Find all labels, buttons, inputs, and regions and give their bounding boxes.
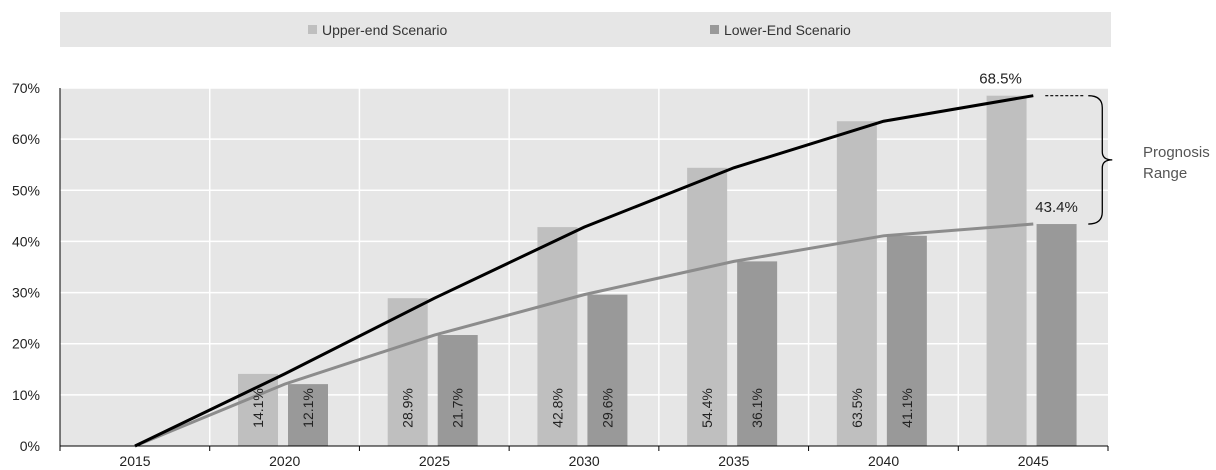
bar-label-upper-end: 42.8%: [549, 388, 565, 428]
y-tick-label: 60%: [12, 131, 40, 147]
line-lower-end: [134, 222, 1034, 448]
bar-upper-end: [986, 95, 1027, 447]
bar-label-upper-end: 14.1%: [250, 388, 266, 428]
x-tick-label: 2025: [419, 453, 450, 469]
bar-label-lower-end: 36.1%: [749, 388, 765, 428]
x-tick-label: 2035: [718, 453, 749, 469]
line-upper-end: [134, 94, 1034, 448]
y-tick-label: 10%: [12, 387, 40, 403]
y-tick-label: 50%: [12, 182, 40, 198]
bar-lower-end: [288, 384, 328, 446]
x-tick-label: 2030: [569, 453, 600, 469]
legend-label-lower-end: Lower-End Scenario: [724, 21, 851, 38]
bar-upper-end: [387, 298, 428, 446]
bar-label-upper-end: 54.4%: [699, 388, 715, 428]
x-tick-label: 2020: [269, 453, 300, 469]
bar-lower-end: [437, 335, 478, 446]
data-labels: 14.1% 12.1% 28.9% 21.7% 42.8% 29.6% 54.4% 36.1%…: [250, 71, 1078, 428]
y-tick-label: 70%: [12, 80, 40, 96]
legend-swatch-upper-end: [308, 25, 317, 34]
bars: [238, 95, 1077, 447]
chart-legend: Upper-end Scenario Lower-End Scenario: [60, 12, 1111, 47]
bar-upper-end: [687, 167, 728, 447]
bar-label-lower-end: 21.7%: [450, 388, 466, 428]
axes: 0% 10% 20% 30% 40% 50% 60% 70% 2015 2020 2025 2030 2…: [12, 80, 1109, 469]
bar-upper-end: [537, 227, 578, 446]
bar-label-upper-end: 63.5%: [849, 388, 865, 428]
prognosis-range-annotation: Prognosis Range: [1045, 95, 1210, 225]
annotation-label: Prognosis: [1143, 144, 1210, 161]
y-tick-label: 0%: [20, 438, 40, 454]
y-tick-label: 40%: [12, 233, 40, 249]
bar-lower-end: [1036, 224, 1077, 446]
x-tick-label: 2015: [119, 453, 150, 469]
bar-lower-end: [587, 294, 628, 446]
legend-item-lower-end: Lower-End Scenario: [710, 12, 851, 47]
bar-lower-end: [737, 261, 778, 446]
x-tick-label: 2045: [1018, 453, 1049, 469]
bar-label-lower-end: 41.1%: [899, 388, 915, 428]
bar-label-lower-end: 12.1%: [300, 388, 316, 428]
bar-label-upper-end: 28.9%: [400, 388, 416, 428]
legend-label-upper-end: Upper-end Scenario: [322, 21, 448, 38]
x-tick-label: 2040: [868, 453, 899, 469]
plot-area: [60, 88, 1108, 446]
series-lines: [134, 94, 1034, 448]
legend-swatch-lower-end: [710, 25, 719, 34]
legend-item-upper-end: Upper-end Scenario: [308, 12, 447, 47]
end-label-lower-end: 43.4%: [1035, 199, 1078, 216]
y-tick-label: 30%: [12, 285, 40, 301]
annotation-label: Range: [1143, 165, 1187, 182]
bar-label-lower-end: 29.6%: [599, 388, 615, 428]
y-tick-label: 20%: [12, 336, 40, 352]
end-label-upper-end: 68.5%: [979, 71, 1022, 88]
bar-lower-end: [886, 235, 927, 446]
bar-upper-end: [836, 121, 877, 446]
grid-lines: [60, 87, 1108, 446]
